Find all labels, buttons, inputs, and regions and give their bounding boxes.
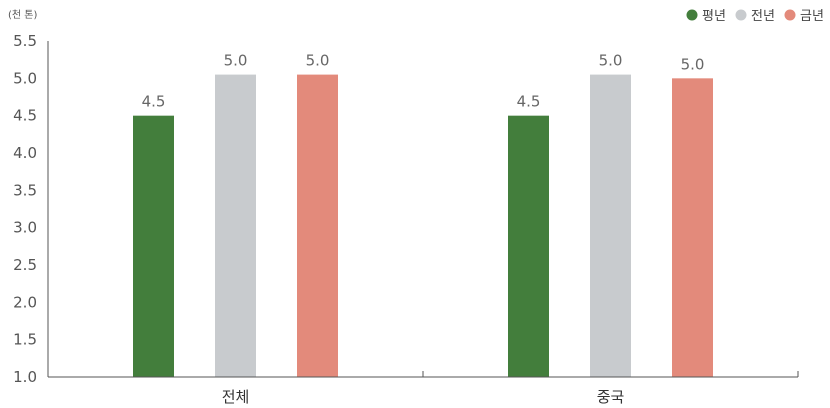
bar [215,74,256,377]
bar [590,74,631,377]
y-tick-label: 4.5 [13,107,37,125]
legend-swatch [784,9,796,21]
data-label: 5.0 [306,52,330,70]
x-category-label: 중국 [597,388,625,406]
unit-label: (천 톤) [8,9,37,21]
y-tick-label: 3.0 [13,219,37,237]
bar [508,115,549,378]
data-label: 5.0 [224,52,248,70]
y-tick-label: 2.5 [13,256,37,274]
bar [672,78,713,377]
x-category-label: 전체 [222,388,250,406]
y-tick-label: 2.0 [13,293,37,311]
legend-label: 전년 [751,9,775,24]
data-label: 4.5 [142,93,166,111]
legend-label: 금년 [800,9,824,24]
y-tick-label: 3.5 [13,181,37,199]
x-axis: 전체 중국 [48,371,799,406]
y-tick-label: 5.5 [13,32,37,50]
data-label: 5.0 [681,55,705,73]
legend: 평년 전년 금년 [686,9,824,24]
data-label: 5.0 [599,52,623,70]
legend-swatch [735,9,747,21]
data-label: 4.5 [517,93,541,111]
y-tick-label: 1.0 [13,368,37,386]
legend-label: 평년 [702,9,726,24]
bar [297,74,338,377]
bar [133,115,174,378]
data-labels: 4.5 5.0 5.0 4.5 5.0 5.0 [142,52,705,111]
bars [133,74,713,378]
y-tick-label: 1.5 [13,331,37,349]
legend-swatch [686,9,698,21]
y-tick-label: 4.0 [13,144,37,162]
y-axis: 1.0 1.5 2.0 2.5 3.0 3.5 4.0 4.5 5.0 5.5 [13,32,49,386]
y-tick-label: 5.0 [13,69,37,87]
